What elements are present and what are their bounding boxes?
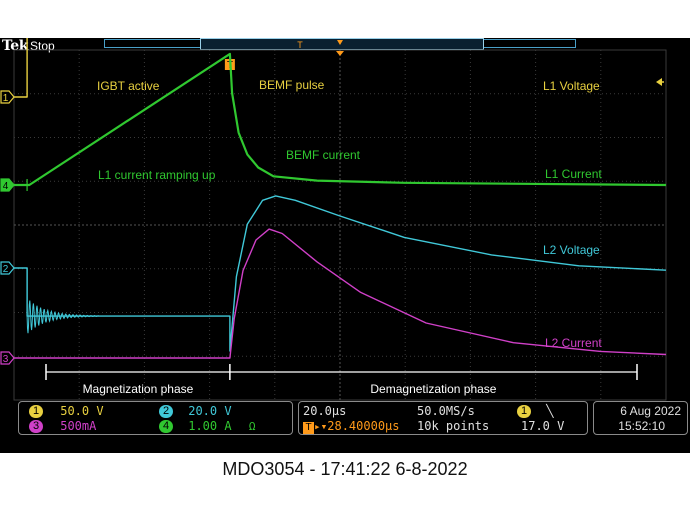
- ch3-marker-shape: [0, 351, 15, 365]
- ch4-badge: 4: [159, 420, 173, 433]
- record-center-marker: [337, 40, 343, 45]
- ch1-ground-marker: 1: [0, 90, 15, 104]
- ch1-scale: 50.0 V: [60, 404, 104, 418]
- annotation-l2-current: L2 Current: [545, 336, 602, 350]
- channel-scales-box[interactable]: 1 50.0 V 2 20.0 V 3 500mA 4 1.00 A Ω: [18, 401, 293, 435]
- scope-header: Tek Stop: [0, 38, 690, 56]
- ch4-ground-marker: 4: [0, 178, 15, 192]
- scope-footer: 1 50.0 V 2 20.0 V 3 500mA 4 1.00 A Ω 20.…: [0, 400, 690, 453]
- waveform-traces: [14, 38, 667, 359]
- ch1-marker-label: 1: [3, 93, 9, 104]
- ch2-badge: 2: [159, 405, 173, 418]
- delay-arrow-icon: ▸▾: [314, 420, 328, 433]
- ch3-marker-label: 3: [3, 354, 9, 365]
- date: 6 Aug 2022: [620, 404, 681, 418]
- ch1-badge: 1: [29, 405, 43, 418]
- annotation-l2-voltage: L2 Voltage: [543, 243, 600, 257]
- graticule: [13, 49, 667, 401]
- record-trigger-label: T: [297, 40, 303, 50]
- demagnetization-phase-label: Demagnetization phase: [370, 382, 496, 396]
- trace-l2-voltage-ringing: [26, 268, 100, 334]
- falling-edge-icon: ╲: [546, 404, 554, 418]
- ch4-marker-shape: [0, 178, 15, 192]
- sample-rate: 50.0MS/s: [417, 404, 475, 418]
- timebase-box[interactable]: 20.0µs 50.0MS/s 1 ╲ T ▸▾28.40000µs 10k po…: [298, 401, 588, 435]
- expansion-point-marker: [336, 51, 344, 56]
- magnetization-phase-label: Magnetization phase: [83, 382, 194, 396]
- time: 15:52:10: [618, 419, 665, 433]
- oscilloscope-screen: Tek Stop 1 4 2 3 T T IGBT active BEMF pulse BEM…: [0, 38, 690, 453]
- ch2-marker-shape: [0, 261, 15, 275]
- annotation-l1-voltage: L1 Voltage: [543, 79, 600, 93]
- datetime-box: 6 Aug 2022 15:52:10: [593, 401, 688, 435]
- image-caption: MDO3054 - 17:41:22 6-8-2022: [222, 459, 468, 479]
- annotation-igbt-active: IGBT active: [97, 79, 160, 93]
- annotation-l1-current-ramping-up: L1 current ramping up: [98, 168, 216, 182]
- waveform-annotations: IGBT active BEMF pulse BEMF current L1 curr…: [97, 78, 602, 350]
- ch3-badge: 3: [29, 420, 43, 433]
- ch4-marker-label: 4: [3, 181, 9, 192]
- trigger-source-badge: 1: [517, 405, 531, 418]
- ch3-scale: 500mA: [60, 419, 97, 433]
- ch1-marker-shape: [0, 90, 15, 104]
- trigger-delay: 28.40000µs: [327, 419, 400, 433]
- annotation-l1-current: L1 Current: [545, 167, 602, 181]
- ch2-ground-marker: 2: [0, 261, 15, 275]
- trigger-icon: T: [303, 422, 314, 434]
- ohm-icon: Ω: [248, 420, 256, 433]
- phase-indicator: Magnetization phase Demagnetization phase: [45, 364, 638, 396]
- annotation-bemf-pulse: BEMF pulse: [259, 78, 325, 92]
- record-length: 10k points: [417, 419, 490, 433]
- timebase: 20.0µs: [303, 404, 347, 418]
- annotation-bemf-current: BEMF current: [286, 148, 361, 162]
- ch4-scale: 1.00 A: [188, 419, 232, 433]
- ch3-ground-marker: 3: [0, 351, 15, 365]
- ch2-scale: 20.0 V: [188, 404, 232, 418]
- trigger-level: 17.0 V: [521, 419, 565, 433]
- ch2-marker-label: 2: [3, 264, 9, 275]
- trace-l1-current: [14, 52, 667, 187]
- trace-l2-current: [14, 228, 667, 359]
